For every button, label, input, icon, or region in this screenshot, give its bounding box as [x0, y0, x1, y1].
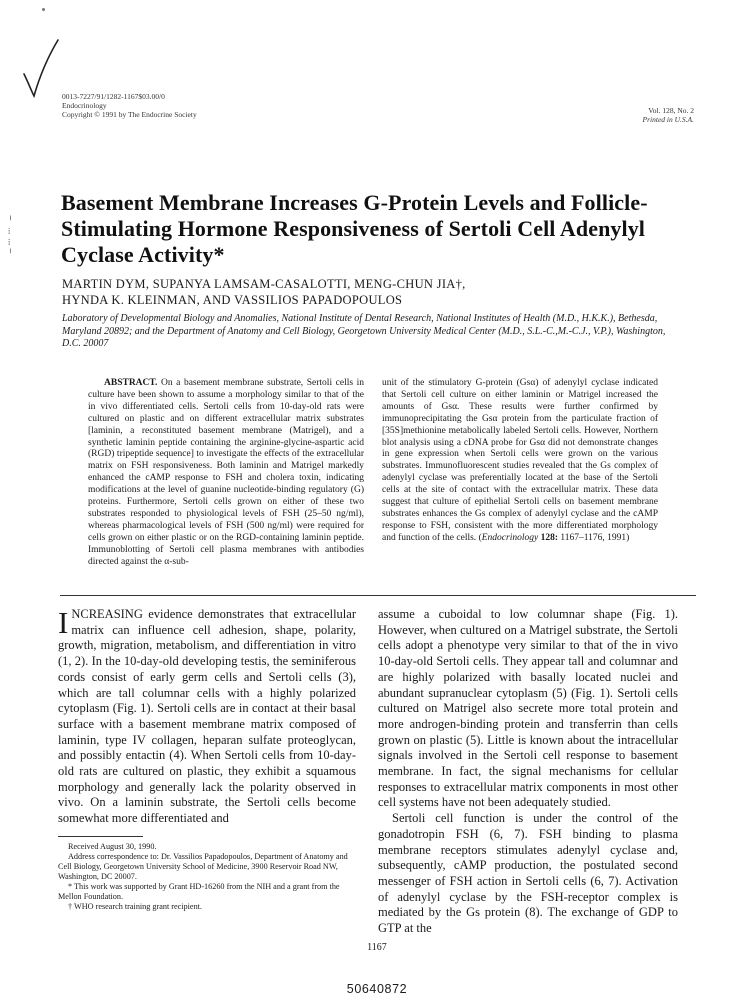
footnote-address: Address correspondence to: Dr. Vassilios… [58, 852, 348, 881]
printed-line: Printed in U.S.A. [642, 115, 694, 124]
citation-pages: 1167–1176, 1991) [560, 532, 630, 543]
handwritten-checkmark [23, 39, 59, 98]
body-right-column: assume a cuboidal to low columnar shape … [378, 607, 678, 937]
issn-line: 0013-7227/91/1282-1167$03.00/0 [62, 92, 165, 101]
abstract-heading: ABSTRACT. [104, 378, 158, 388]
journal-name: Endocrinology [62, 101, 107, 110]
citation-volume: 128: [540, 532, 558, 543]
volume-meta: Vol. 128, No. 2 Printed in U.S.A. [643, 106, 694, 124]
drop-cap: I [58, 605, 69, 640]
volume-line: Vol. 128, No. 2 [648, 106, 694, 115]
intro-text: NCREASING evidence demonstrates that ext… [58, 607, 356, 826]
footnote-who: † WHO research training grant recipient. [68, 902, 202, 911]
affiliation: Laboratory of Developmental Biology and … [62, 313, 666, 349]
speck [42, 8, 45, 11]
author-line-1: MARTIN DYM, SUPANYA LAMSAM-CASALOTTI, ME… [62, 277, 466, 291]
abstract-left-column: ABSTRACT. On a basement membrane substra… [88, 378, 364, 569]
citation-journal: Endocrinology [481, 532, 539, 543]
page-number: 1167 [367, 942, 387, 953]
abstract-text-right: unit of the stimulatory G-protein (Gsα) … [382, 378, 658, 543]
author-list: MARTIN DYM, SUPANYA LAMSAM-CASALOTTI, ME… [62, 276, 702, 308]
section-divider [60, 595, 696, 596]
footnote-rule [58, 836, 143, 837]
abstract-right-column: unit of the stimulatory G-protein (Gsα) … [382, 378, 658, 543]
body-paragraph-fsh: Sertoli cell function is under the contr… [378, 811, 678, 936]
body-left-column: I NCREASING evidence demonstrates that ex… [58, 607, 356, 827]
footnotes: Received August 30, 1990. Address corres… [58, 842, 358, 912]
intro-paragraph: I NCREASING evidence demonstrates that ex… [58, 607, 356, 827]
margin-marks: ╵ ⁞ ⁞ ╵ [8, 216, 13, 258]
document-id: 50640872 [346, 982, 408, 996]
footnote-received: Received August 30, 1990. [68, 842, 157, 851]
copyright-line: Copyright © 1991 by The Endocrine Societ… [62, 110, 197, 119]
body-paragraph-continued: assume a cuboidal to low columnar shape … [378, 607, 678, 810]
abstract-text-left: On a basement membrane substrate, Sertol… [88, 378, 365, 567]
author-line-2: HYNDA K. KLEINMAN, AND VASSILIOS PAPADOP… [62, 293, 403, 307]
footnote-support: * This work was supported by Grant HD-16… [58, 882, 340, 901]
article-title: Basement Membrane Increases G-Protein Le… [61, 190, 648, 267]
journal-meta: 0013-7227/91/1282-1167$03.00/0 Endocrino… [62, 92, 197, 119]
